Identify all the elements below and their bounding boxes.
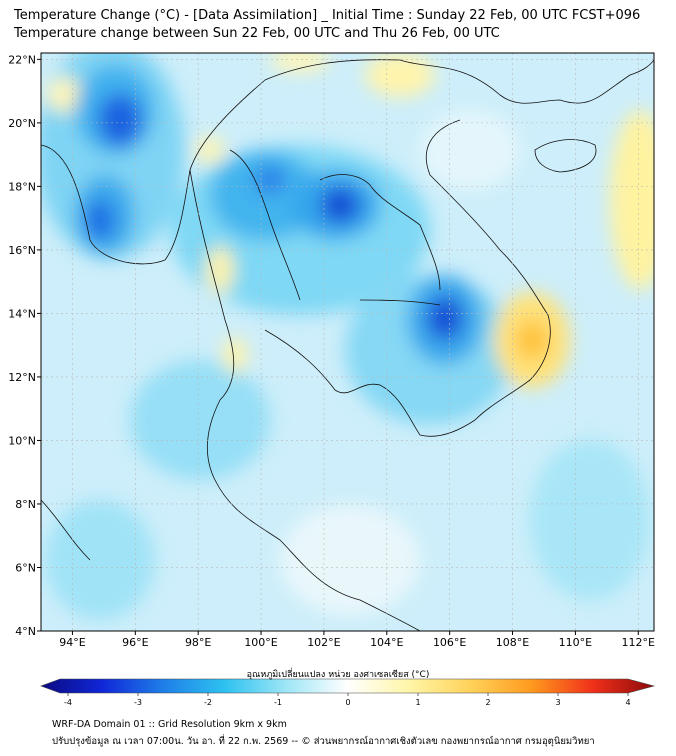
dark-core-3 xyxy=(320,187,360,223)
lon-tick-label: 108°E xyxy=(496,636,529,649)
cool-region-south xyxy=(130,360,270,480)
dark-core-5 xyxy=(254,165,286,195)
cool-region-southwest xyxy=(45,500,155,620)
warm-zone-west xyxy=(206,246,234,294)
coastline-gulf xyxy=(264,119,551,437)
colorbar-tick-label: -4 xyxy=(64,698,72,707)
lon-tick-label: 112°E xyxy=(622,636,655,649)
lon-tick-label: 110°E xyxy=(559,636,592,649)
colorbar-tick-label: -3 xyxy=(134,698,142,707)
lat-tick-label: 16°N xyxy=(8,244,36,257)
coastline-peninsula xyxy=(189,169,421,631)
colorbar-title: อุณหภูมิเปลี่ยนแปลง หน่วย องศาเซลเซียส (… xyxy=(246,670,430,680)
colorbar-tick-label: 1 xyxy=(415,698,420,707)
footer-model-info: WRF-DA Domain 01 :: Grid Resolution 9km … xyxy=(52,719,287,730)
graticule xyxy=(41,53,654,631)
colorbar-tick-label: 0 xyxy=(345,698,350,707)
border-cambodia xyxy=(359,299,441,306)
map-subtitle: Temperature change between Sun 22 Feb, 0… xyxy=(14,26,500,41)
dark-core-2 xyxy=(85,200,115,240)
lat-tick-label: 22°N xyxy=(8,53,36,66)
coastlines xyxy=(41,59,654,631)
map-title: Temperature Change (°C) - [Data Assimila… xyxy=(14,8,641,23)
warm-zone-peninsula xyxy=(223,337,247,373)
colorbar-tick-label: 4 xyxy=(625,698,630,707)
lat-tick-label: 18°N xyxy=(8,180,36,193)
lon-tick-label: 104°E xyxy=(370,636,403,649)
lon-tick-label: 98°E xyxy=(185,636,211,649)
lat-tick-label: 4°N xyxy=(15,625,36,638)
colorbar-tick-label: -1 xyxy=(274,698,282,707)
lon-tick-label: 94°E xyxy=(59,636,85,649)
warm-core-coast xyxy=(516,320,548,360)
lat-tick-label: 20°N xyxy=(8,117,36,130)
latitude-labels: 22°N 20°N 18°N 16°N 14°N 12°N 10°N 8°N 6°N 4°N xyxy=(8,53,41,638)
blue-core-north-thai xyxy=(210,150,320,240)
colorbar-tick-label: 3 xyxy=(555,698,560,707)
neutral-zone-south xyxy=(280,505,420,615)
warm-zone-northwest xyxy=(47,77,83,113)
colorbar: -4 -3 -2 -1 0 1 2 3 4 xyxy=(40,678,656,707)
cool-region-sea xyxy=(530,440,650,600)
coastline-sumatra xyxy=(41,499,91,561)
colorbar-tick-label: -2 xyxy=(204,698,212,707)
neutral-zone-north xyxy=(420,110,520,190)
temperature-field xyxy=(41,53,654,620)
border-laos xyxy=(319,174,441,291)
colorbar-gradient xyxy=(40,678,656,694)
lat-tick-label: 10°N xyxy=(8,434,36,447)
lat-tick-label: 12°N xyxy=(8,371,36,384)
lon-tick-label: 96°E xyxy=(122,636,148,649)
coastline-north xyxy=(41,59,654,265)
warm-zone-top xyxy=(270,53,330,72)
lat-tick-label: 6°N xyxy=(15,561,36,574)
coastline-hainan xyxy=(534,139,597,173)
lon-tick-label: 102°E xyxy=(307,636,340,649)
longitude-labels: 94°E 96°E 98°E 100°E 102°E 104°E 106°E 108°E 110… xyxy=(59,631,655,649)
footer-update-info: ปรับปรุงข้อมูล ณ เวลา 07:00น. วัน อา. ที… xyxy=(52,736,595,747)
colorbar-tick-label: 2 xyxy=(485,698,490,707)
border-thai xyxy=(229,149,301,301)
map-plot-area xyxy=(41,53,654,631)
lon-tick-label: 100°E xyxy=(244,636,277,649)
dark-core-4 xyxy=(427,296,463,340)
lon-tick-label: 106°E xyxy=(433,636,466,649)
lat-tick-label: 14°N xyxy=(8,307,36,320)
dark-core-1 xyxy=(98,94,142,146)
map-frame xyxy=(40,52,655,632)
lat-tick-label: 8°N xyxy=(15,498,36,511)
colorbar-ticks: -4 -3 -2 -1 0 1 2 3 4 xyxy=(64,693,631,707)
warm-zone-east-edge xyxy=(610,110,654,290)
warm-zone-small xyxy=(196,136,224,164)
